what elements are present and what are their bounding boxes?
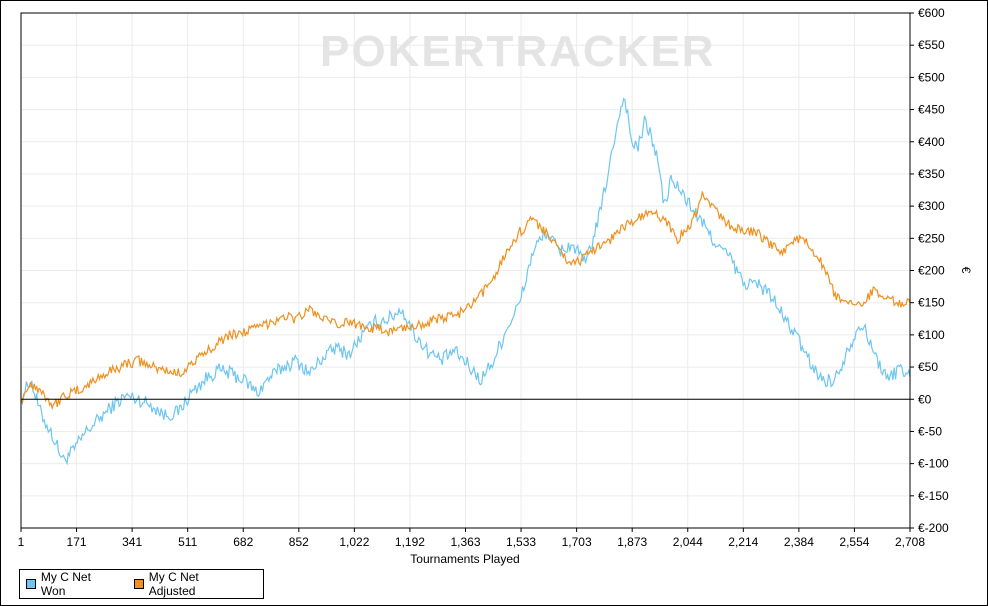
y-tick-label: €600 — [918, 6, 945, 20]
x-tick-label: 2,554 — [839, 535, 869, 549]
y-tick-label: €450 — [918, 103, 945, 117]
x-tick-label: 341 — [122, 535, 142, 549]
y-tick-label: €400 — [918, 135, 945, 149]
x-tick-label: 682 — [233, 535, 253, 549]
x-tick-label: 2,214 — [728, 535, 758, 549]
series-line-net-won — [20, 97, 911, 466]
x-tick-label: 511 — [178, 535, 197, 549]
x-tick-label: 1,873 — [617, 535, 647, 549]
y-tick-label: €0 — [918, 392, 932, 406]
y-tick-label: €250 — [918, 231, 945, 245]
y-tick-label: €100 — [918, 328, 945, 342]
legend-swatch-net-won — [26, 579, 36, 589]
y-tick-label: €550 — [918, 38, 945, 52]
axes: €-200 €-150 €-100 €-50 €0 €50 €100 €150 €200 €250… — [18, 6, 949, 549]
y-tick-label: €500 — [918, 70, 945, 84]
x-tick-label: 1 — [18, 535, 25, 549]
y-tick-label: €-200 — [918, 521, 949, 535]
watermark: POKERTRACKER — [320, 27, 716, 76]
x-tick-label: 852 — [289, 535, 309, 549]
x-tick-label: 171 — [67, 535, 87, 549]
x-tick-label: 2,708 — [895, 535, 925, 549]
x-tick-label: 1,363 — [450, 535, 480, 549]
series-line-net-adjusted — [20, 191, 911, 411]
legend-item-net-won[interactable]: My C Net Won — [26, 570, 118, 598]
watermark-text: POKERTRACKER — [320, 27, 716, 76]
x-tick-label: 1,192 — [395, 535, 425, 549]
x-tick-label: 1,022 — [339, 535, 369, 549]
x-tick-label: 1,703 — [562, 535, 592, 549]
legend-swatch-net-adjusted — [133, 579, 144, 589]
y-tick-label: €200 — [918, 264, 945, 278]
x-tick-label: 2,044 — [673, 535, 703, 549]
legend: My C Net Won My C Net Adjusted — [19, 569, 264, 599]
y-tick-label: €50 — [918, 360, 938, 374]
y-tick-label: €-150 — [918, 489, 949, 503]
y-tick-label: €150 — [918, 296, 945, 310]
x-tick-label: 1,533 — [506, 535, 536, 549]
y-tick-label: €300 — [918, 199, 945, 213]
legend-label-net-adjusted: My C Net Adjusted — [148, 570, 199, 598]
y-tick-label: €-50 — [918, 424, 942, 438]
y-tick-label: €350 — [918, 167, 945, 181]
y-tick-label: €-100 — [918, 457, 949, 471]
grid-lines — [20, 12, 911, 529]
legend-item-net-adjusted[interactable]: My C Net Adjusted — [133, 570, 247, 598]
y-axis-title: € — [959, 267, 973, 274]
legend-label-net-won: My C Net Won — [40, 570, 91, 598]
x-axis-title: Tournaments Played — [410, 552, 519, 566]
plot-border — [20, 12, 911, 529]
x-tick-label: 2,384 — [784, 535, 814, 549]
series-layer — [20, 97, 911, 466]
